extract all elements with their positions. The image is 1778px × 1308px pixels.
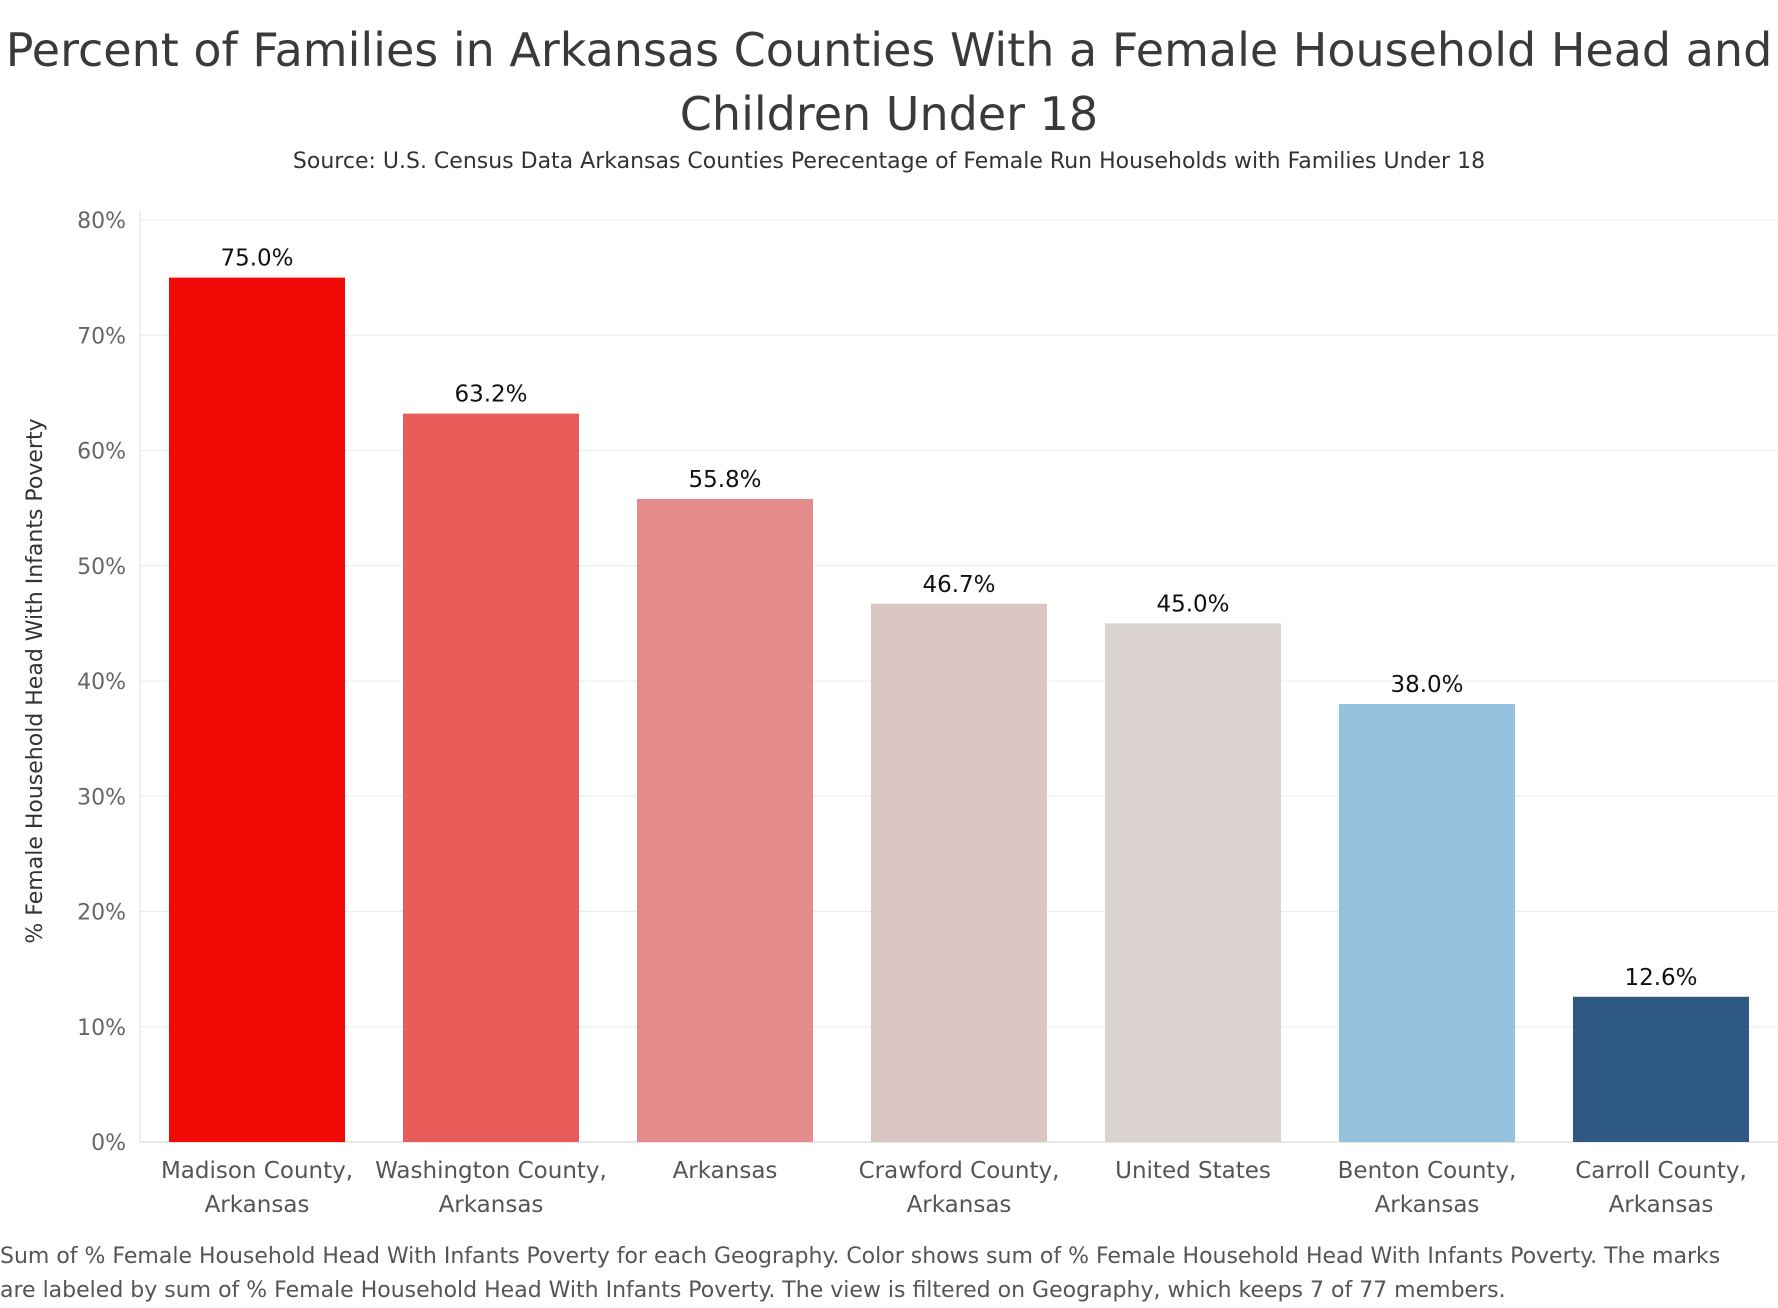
x-category-label: Arkansas	[1375, 1192, 1480, 1218]
y-tick-label: 80%	[77, 209, 126, 234]
x-category-label: Arkansas	[205, 1192, 310, 1218]
bar-chart: 0% 10% 20% 30% 40% 50% 60% 70% 80% % Female Hous…	[23, 209, 1778, 1218]
data-label: 63.2%	[454, 382, 527, 408]
x-category-label: Carroll County,	[1575, 1158, 1747, 1184]
data-label: 46.7%	[922, 572, 995, 598]
x-category-label: Arkansas	[1609, 1192, 1714, 1218]
caption-line2: are labeled by sum of % Female Household…	[0, 1278, 1506, 1303]
bar[interactable]	[1339, 704, 1515, 1142]
y-tick-label: 50%	[77, 555, 126, 580]
chart-title-line1: Percent of Families in Arkansas Counties…	[5, 23, 1773, 77]
bar[interactable]	[1573, 996, 1749, 1142]
y-tick-label: 60%	[77, 440, 126, 465]
data-label: 38.0%	[1390, 672, 1463, 698]
x-category-label: Arkansas	[673, 1158, 778, 1184]
x-category-label: Arkansas	[907, 1192, 1012, 1218]
y-tick-label: 20%	[77, 901, 126, 926]
x-category-label: Washington County,	[375, 1158, 607, 1184]
bar[interactable]	[403, 413, 579, 1142]
y-tick-label: 30%	[77, 785, 126, 810]
bar[interactable]	[1105, 623, 1281, 1142]
bars	[169, 277, 1749, 1142]
y-tick-label: 0%	[91, 1131, 126, 1156]
x-category-label: Crawford County,	[859, 1158, 1060, 1184]
chart-caption: Sum of % Female Household Head With Infa…	[0, 1240, 1770, 1308]
x-category-label: Arkansas	[439, 1192, 544, 1218]
y-tick-label: 40%	[77, 670, 126, 695]
y-tick-label: 70%	[77, 324, 126, 349]
chart-title: Percent of Families in Arkansas Counties…	[0, 18, 1778, 146]
chart-subtitle: Source: U.S. Census Data Arkansas Counti…	[292, 149, 1486, 174]
data-label: 45.0%	[1156, 591, 1229, 617]
x-category-label: Madison County,	[161, 1158, 353, 1184]
data-label: 12.6%	[1624, 965, 1697, 991]
bar[interactable]	[637, 498, 813, 1142]
data-labels: 75.0% 63.2% 55.8% 46.7% 45.0% 38.0% 12.6%	[220, 246, 1697, 991]
data-label: 75.0%	[220, 246, 293, 272]
caption-line1: Sum of % Female Household Head With Infa…	[0, 1244, 1721, 1269]
y-axis-ticks: 0% 10% 20% 30% 40% 50% 60% 70% 80%	[77, 209, 126, 1156]
bar[interactable]	[871, 603, 1047, 1142]
y-tick-label: 10%	[77, 1016, 126, 1041]
x-category-label: United States	[1115, 1158, 1271, 1184]
y-axis-title: % Female Household Head With Infants Pov…	[23, 418, 48, 943]
bar[interactable]	[169, 277, 345, 1142]
x-category-label: Benton County,	[1338, 1158, 1517, 1184]
data-label: 55.8%	[688, 467, 761, 493]
chart-title-line2: Children Under 18	[679, 87, 1099, 141]
x-axis-categories: Madison County, Arkansas Washington County…	[161, 1158, 1747, 1218]
